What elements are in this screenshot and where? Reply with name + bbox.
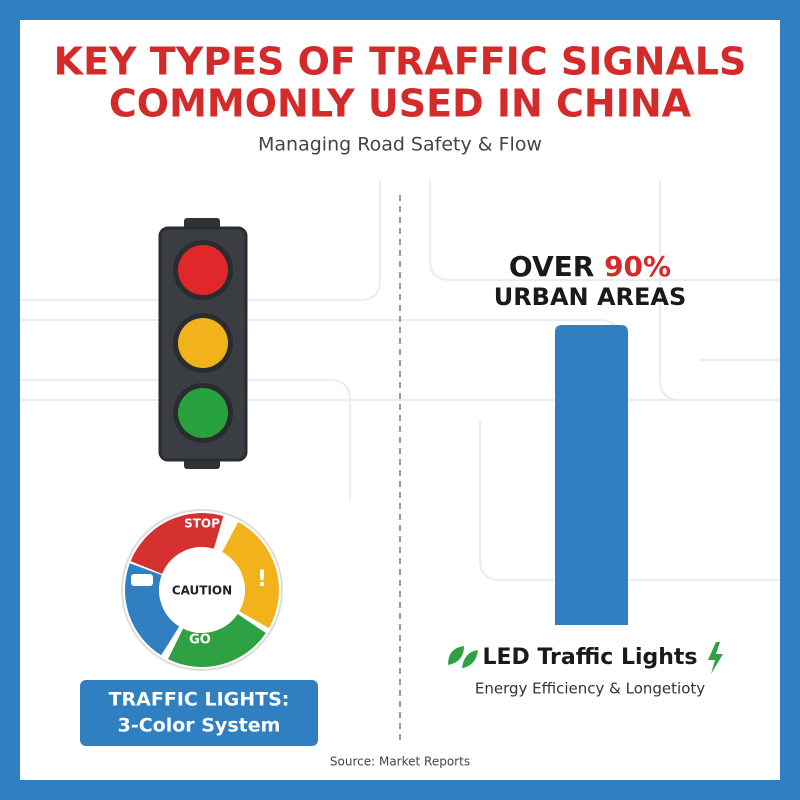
label-box xyxy=(80,680,318,746)
label-text: 3-Color System xyxy=(118,715,281,737)
stat-heading: OVER 90% xyxy=(509,250,671,283)
wheel-label: CAUTION xyxy=(172,584,232,598)
subtitle: Managing Road Safety & Flow xyxy=(258,134,542,156)
stat-prefix: OVER xyxy=(509,250,594,283)
bolt-icon xyxy=(708,642,723,674)
wheel-label: GO xyxy=(189,633,211,648)
title: KEY TYPES OF TRAFFIC SIGNALS xyxy=(54,40,747,84)
stat-caption: URBAN AREAS xyxy=(494,283,687,311)
traffic-light-icon xyxy=(158,218,248,469)
cycle-wheel: ! xyxy=(121,509,283,671)
led-subtitle: Energy Efficiency & Longetioty xyxy=(475,680,705,698)
leaf-icon xyxy=(448,646,478,668)
led-title: LED Traffic Lights xyxy=(482,645,697,670)
label-text: TRAFFIC LIGHTS: xyxy=(109,689,290,711)
stat-value: 90% xyxy=(604,250,671,283)
road-lines xyxy=(20,180,780,581)
title: COMMONLY USED IN CHINA xyxy=(109,82,692,126)
bar-graphic xyxy=(555,325,628,625)
svg-text:!: ! xyxy=(257,567,267,592)
wheel-label: STOP xyxy=(184,517,220,531)
source: Source: Market Reports xyxy=(330,755,470,769)
